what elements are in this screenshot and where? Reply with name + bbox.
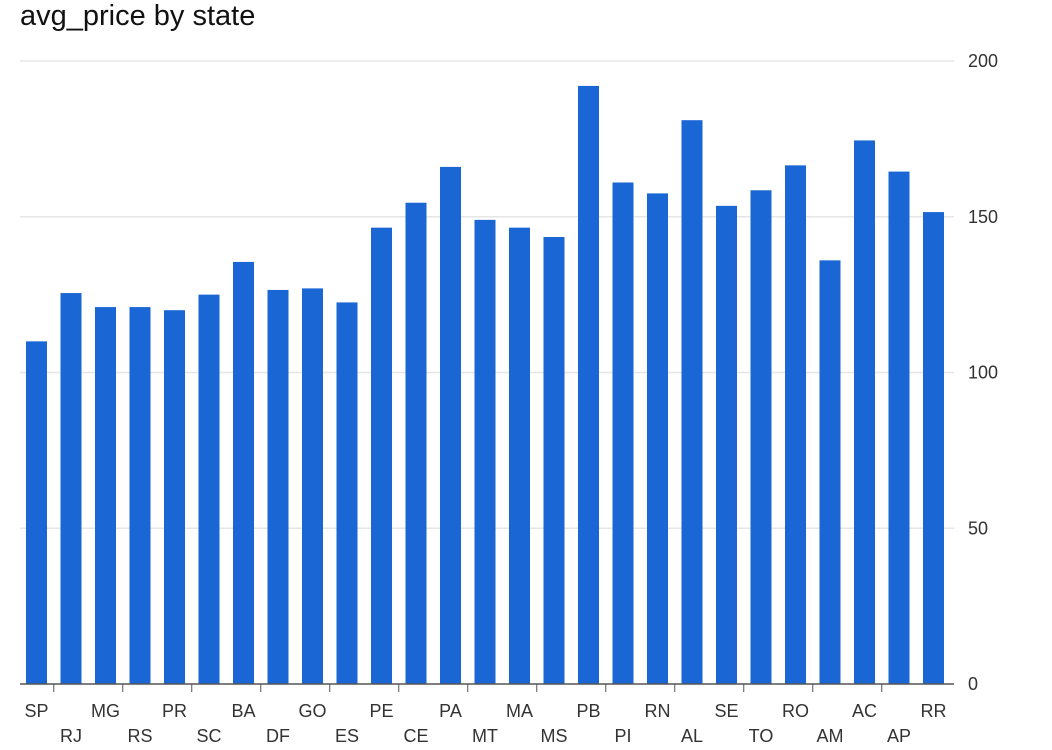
bar (819, 260, 841, 684)
x-tick-label: ES (335, 726, 359, 746)
bar (888, 171, 910, 684)
x-tick-label: AM (817, 726, 844, 746)
bar (198, 294, 220, 684)
x-tick-label: BA (231, 701, 255, 721)
bar (578, 85, 599, 685)
x-tick-label: PR (162, 701, 187, 721)
x-tick-label: PA (439, 701, 462, 721)
y-tick-label: 0 (968, 674, 978, 694)
bar (26, 341, 47, 684)
x-tick-label: AC (852, 701, 877, 721)
x-tick-label: CE (403, 726, 428, 746)
bar (336, 302, 358, 684)
x-tick-label: RJ (60, 726, 82, 746)
bar (60, 293, 82, 684)
x-tick-label: RO (782, 701, 809, 721)
bar (129, 307, 151, 684)
bar (543, 236, 565, 684)
bar (681, 120, 703, 684)
x-tick-label: DF (266, 726, 290, 746)
x-tick-label: RS (127, 726, 152, 746)
x-tick-label: RR (921, 701, 947, 721)
y-tick-label: 50 (968, 518, 988, 538)
x-tick-label: MG (91, 701, 120, 721)
bar (95, 307, 116, 684)
bar (233, 261, 254, 684)
x-tick-label: RN (645, 701, 671, 721)
x-tick-label: MS (541, 726, 568, 746)
y-tick-label: 200 (968, 51, 998, 71)
bar (750, 190, 772, 684)
bar (612, 182, 634, 685)
y-tick-label: 100 (968, 363, 998, 383)
bar (405, 202, 427, 685)
bar (716, 205, 737, 684)
bar (785, 165, 806, 685)
bar (509, 227, 530, 684)
x-tick-label: SC (196, 726, 221, 746)
y-tick-label: 150 (968, 207, 998, 227)
bar (923, 212, 944, 684)
x-tick-label: PB (576, 701, 600, 721)
bar (302, 288, 323, 684)
x-tick-label: MA (506, 701, 533, 721)
bar (440, 166, 461, 684)
x-tick-label: AP (887, 726, 911, 746)
x-tick-label: SE (714, 701, 738, 721)
chart-title: avg_price by state (20, 0, 256, 32)
bar (371, 227, 392, 684)
bar (164, 310, 185, 684)
bar (267, 289, 289, 684)
x-tick-label: PI (614, 726, 631, 746)
bar (647, 193, 668, 684)
x-tick-label: AL (681, 726, 703, 746)
x-tick-label: TO (749, 726, 774, 746)
bar (474, 219, 496, 685)
x-tick-label: MT (472, 726, 498, 746)
bar (854, 140, 875, 684)
x-tick-label: SP (24, 701, 48, 721)
x-tick-label: PE (369, 701, 393, 721)
x-tick-label: GO (298, 701, 326, 721)
